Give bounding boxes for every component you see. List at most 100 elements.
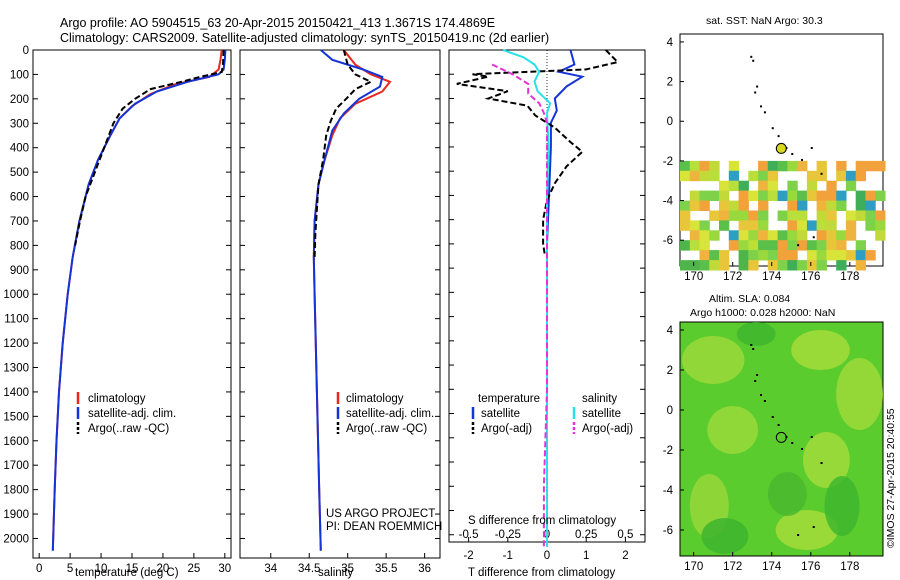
temperature-legend: climatology satellite-adj. clim. Argo(..… — [76, 392, 176, 435]
temperature-series-1 — [51, 49, 227, 551]
sst-cell — [767, 250, 779, 261]
sst-cell — [758, 180, 769, 192]
pi-annotation: PI: DEAN ROEMMICH — [326, 521, 442, 533]
island — [797, 244, 800, 247]
temperature-tick-label: 30 — [218, 563, 231, 575]
sst-cell — [719, 260, 730, 271]
depth-tick-label: 1000 — [3, 289, 29, 301]
sst-cell — [836, 250, 847, 261]
sst-cell — [826, 220, 837, 231]
difference-panel: -2 -1 0 1 2 -0.5 -0.25 0 0.25 0.5 S difference f… — [448, 49, 646, 579]
island — [791, 152, 794, 155]
sla-map: Altim. SLA: 0.084 Argo h1000: 0.028 h200… — [663, 293, 884, 573]
sla-map-title-line2: Argo h1000: 0.028 h2000: NaN — [690, 307, 835, 319]
sst-cell — [758, 220, 769, 231]
sst-cell — [865, 250, 876, 261]
sst-cell — [797, 190, 808, 201]
temperature-legend-climatology: climatology — [88, 393, 146, 405]
sst-cell — [767, 190, 779, 201]
island — [777, 135, 780, 138]
lat-tick-label: 2 — [667, 365, 673, 377]
depth-tick-label: 200 — [10, 94, 29, 106]
temperature-legend-satellite: satellite-adj. clim. — [88, 408, 176, 420]
sst-cell — [855, 260, 866, 271]
island — [750, 55, 753, 58]
sst-cell — [699, 250, 710, 261]
sla-blob — [681, 336, 745, 384]
sst-cell — [699, 170, 710, 182]
t-difference-tick-label: 1 — [583, 550, 589, 562]
sst-cell — [875, 230, 886, 241]
sla-blob — [736, 322, 776, 346]
sla-blob — [707, 406, 759, 454]
sla-blob — [824, 476, 860, 536]
depth-tick-label: 2000 — [3, 533, 29, 545]
sst-cell — [836, 170, 847, 182]
sst-cell — [699, 220, 710, 231]
sst-cell — [875, 210, 886, 221]
salinity-tick-label: 34 — [264, 563, 277, 575]
depth-tick-label: 700 — [10, 216, 29, 228]
sst-cell — [826, 180, 837, 192]
sst-cell — [719, 220, 730, 231]
island — [752, 348, 755, 350]
lat-tick-label: -4 — [663, 485, 674, 497]
sst-cell — [699, 200, 710, 211]
sst-cell — [728, 200, 740, 211]
project-annotation: US ARGO PROJECT — [326, 508, 435, 520]
temperature-xlabel: temperature (deg C) — [75, 567, 179, 579]
sst-cell — [758, 160, 769, 172]
sst-cell — [777, 190, 788, 201]
island — [760, 105, 763, 108]
t-difference-tick-label: -2 — [463, 550, 473, 562]
lat-tick-label: -2 — [663, 445, 673, 457]
sst-cell — [787, 260, 798, 271]
temperature-axes-frame — [32, 49, 232, 559]
sst-cell — [680, 260, 691, 271]
sst-cell — [797, 200, 808, 211]
sst-cell — [699, 160, 710, 172]
temperature-tick-label: 0 — [36, 563, 42, 575]
sst-cell — [719, 210, 730, 221]
lat-tick-label: 0 — [667, 116, 673, 128]
sst-cell — [816, 190, 827, 201]
sst-cell — [709, 260, 720, 271]
sst-cell — [728, 180, 740, 192]
island — [754, 91, 757, 94]
sst-cell — [738, 240, 749, 251]
sst-cell — [719, 250, 730, 261]
sst-cell — [826, 200, 837, 211]
salinity-axes-frame — [239, 49, 441, 559]
sst-cell — [855, 250, 866, 261]
sst-cell — [806, 180, 818, 192]
sst-cell — [865, 160, 876, 172]
sst-cell — [787, 160, 798, 172]
sst-cell — [738, 210, 749, 221]
island — [771, 416, 774, 418]
sst-cell — [777, 210, 788, 221]
sst-cell — [836, 190, 847, 201]
temperature-tick-label: 20 — [157, 563, 170, 575]
temperature-legend-argo: Argo(..raw -QC) — [88, 423, 169, 435]
lon-tick-label: 172 — [723, 561, 742, 573]
sst-cell — [738, 180, 749, 192]
temperature-tick-label: 25 — [187, 563, 200, 575]
sst-cell — [689, 190, 701, 201]
sst-cell — [826, 210, 837, 221]
sst-cell — [728, 230, 740, 241]
island — [771, 127, 774, 130]
island — [812, 526, 815, 528]
sst-cell — [767, 180, 779, 192]
island — [810, 147, 813, 150]
lon-tick-label: 174 — [762, 271, 782, 283]
sst-cell — [836, 240, 847, 251]
sst-cell — [709, 170, 720, 182]
sst-cell — [806, 170, 818, 182]
sst-cell — [836, 200, 847, 211]
sst-cell — [875, 220, 886, 231]
sst-cell — [806, 250, 818, 261]
sst-cell — [748, 250, 759, 261]
sla-blob — [791, 330, 850, 370]
sst-cell — [806, 240, 818, 251]
sst-cell — [845, 180, 857, 192]
